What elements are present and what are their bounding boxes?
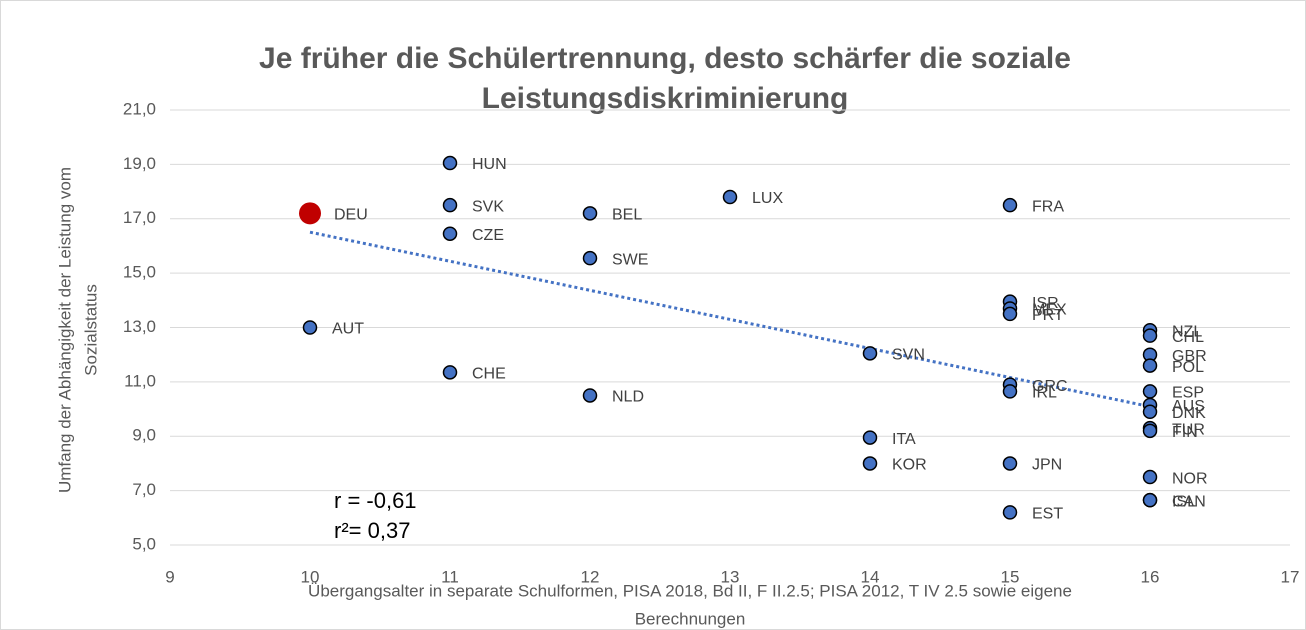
point-label: JPN — [1032, 457, 1062, 474]
point-label: ISL — [1172, 493, 1196, 510]
point — [1142, 404, 1158, 420]
point — [722, 189, 738, 205]
point — [1142, 328, 1158, 343]
point — [1142, 492, 1158, 508]
point-label: SVK — [472, 198, 504, 215]
point-label: EST — [1032, 506, 1063, 523]
y-tick-label: 5,0 — [132, 534, 156, 553]
point — [1002, 197, 1018, 213]
point — [442, 365, 458, 380]
point — [1002, 384, 1018, 399]
point — [582, 388, 598, 403]
point — [582, 250, 598, 266]
point-label: HUN — [472, 156, 507, 173]
x-axis-label: Übergangsalter in separate Schulformen, … — [308, 581, 1072, 600]
point-label: KOR — [892, 457, 927, 474]
point — [1142, 469, 1158, 485]
point-label: GBR — [1172, 348, 1207, 365]
point-label: ESP — [1172, 385, 1204, 402]
point-label: SVN — [892, 347, 925, 364]
point-label: ISR — [1032, 295, 1059, 312]
x-tick-label: 16 — [1141, 567, 1160, 586]
x-tick-label: 12 — [581, 567, 600, 586]
point — [302, 320, 318, 335]
chart-title: Leistungsdiskriminierung — [482, 82, 849, 115]
point-label: CZE — [472, 227, 504, 244]
point — [1142, 423, 1158, 439]
point — [862, 346, 878, 361]
y-tick-label: 13,0 — [123, 317, 156, 336]
point-label: BEL — [612, 207, 642, 224]
point — [1002, 306, 1018, 322]
x-tick-label: 13 — [721, 567, 740, 586]
point-label: CHL — [1172, 329, 1204, 346]
annotation: r²= 0,37 — [334, 518, 410, 543]
point — [442, 197, 458, 213]
x-tick-label: 14 — [861, 567, 880, 586]
y-tick-label: 19,0 — [123, 154, 156, 173]
point-label: LUX — [752, 190, 783, 207]
annotation: r = -0,61 — [334, 488, 417, 513]
y-tick-label: 15,0 — [123, 263, 156, 282]
y-tick-label: 7,0 — [132, 480, 156, 499]
point-label: POL — [1172, 359, 1204, 376]
point-label: DEU — [334, 207, 368, 224]
point-label: PRT — [1032, 307, 1064, 324]
point-label: FRA — [1032, 198, 1064, 215]
point-label: GRC — [1032, 378, 1068, 395]
y-tick-label: 17,0 — [123, 208, 156, 227]
y-axis-label: Umfang der Abhängigkeit der Leistung vom — [55, 167, 74, 493]
x-tick-label: 15 — [1001, 567, 1020, 586]
x-tick-label: 9 — [165, 567, 174, 586]
point-label: IRL — [1032, 385, 1057, 402]
point-label: MEX — [1032, 302, 1067, 319]
y-axis-label: Sozialstatus — [81, 284, 100, 376]
x-tick-label: 11 — [441, 567, 459, 586]
point-label: SWE — [612, 251, 648, 268]
point-label: NOR — [1172, 470, 1208, 487]
point-label: ITA — [892, 431, 916, 448]
y-tick-label: 9,0 — [132, 426, 156, 445]
point-label: NLD — [612, 389, 644, 406]
point-label: NZL — [1172, 323, 1202, 340]
point — [1142, 358, 1158, 373]
x-axis-label: Berechnungen — [635, 609, 746, 628]
point — [442, 155, 458, 171]
point-label: AUT — [332, 321, 364, 338]
point-label: CHE — [472, 366, 506, 383]
point — [1002, 456, 1018, 471]
point-label: FIN — [1172, 424, 1198, 441]
point — [582, 206, 598, 221]
point — [1002, 505, 1018, 520]
point — [862, 430, 878, 445]
point — [299, 202, 321, 225]
point-label: DNK — [1172, 405, 1206, 422]
point — [1142, 384, 1158, 399]
point-label: TUR — [1172, 421, 1205, 438]
point-label: AUS — [1172, 398, 1205, 415]
x-tick-label: 10 — [301, 567, 320, 586]
y-tick-label: 11,0 — [124, 371, 156, 390]
point-label: CAN — [1172, 493, 1206, 510]
point — [442, 226, 458, 241]
y-tick-label: 21,0 — [123, 99, 156, 118]
point — [862, 456, 878, 471]
x-tick-label: 17 — [1281, 567, 1300, 586]
chart-title: Je früher die Schülertrennung, desto sch… — [259, 42, 1071, 75]
